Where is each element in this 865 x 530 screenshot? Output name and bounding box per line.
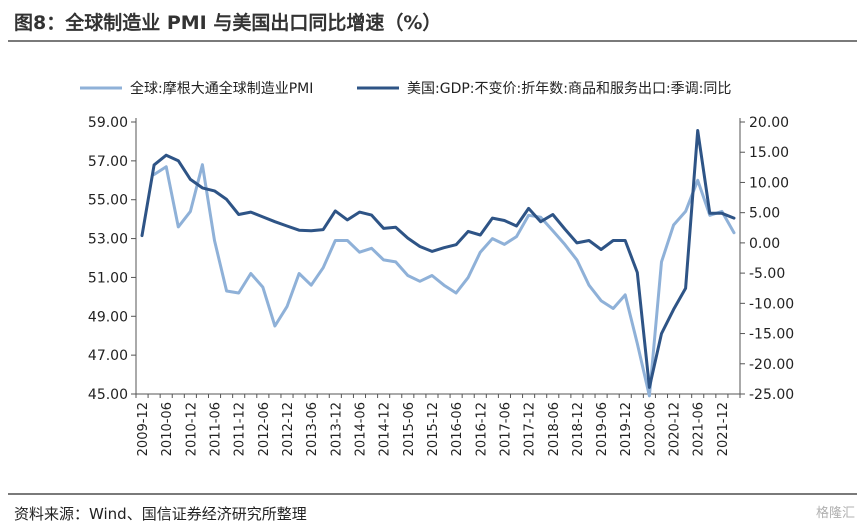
x-axis-tick-label: 2009-12 <box>136 402 151 456</box>
chart-svg: 全球:摩根大通全球制造业PMI 美国:GDP:不变价:折年数:商品和服务出口:季调… <box>80 80 794 456</box>
left-axis-tick-label: 57.00 <box>88 154 128 170</box>
x-axis-tick-label: 2012-12 <box>281 402 296 456</box>
x-axis-tick-label: 2018-12 <box>571 402 586 456</box>
x-axis-tick-label: 2016-06 <box>450 402 465 456</box>
left-axis-tick-label: 51.00 <box>88 270 128 286</box>
legend-label-1: 全球:摩根大通全球制造业PMI <box>130 80 313 97</box>
right-axis-tick-label: 10.00 <box>749 175 789 191</box>
right-axis-tick-label: 15.00 <box>749 145 789 161</box>
x-axis-tick-label: 2019-06 <box>595 402 610 456</box>
x-axis-tick-label: 2018-06 <box>547 402 562 456</box>
series-lines <box>140 129 736 398</box>
right-axis-tick-label: 0.00 <box>749 236 780 252</box>
left-axis-tick-label: 49.00 <box>88 309 128 325</box>
source-note: 资料来源：Wind、国信证券经济研究所整理 <box>14 505 307 523</box>
x-axis-tick-label: 2012-06 <box>257 402 272 456</box>
right-axis-tick-label: 5.00 <box>749 206 780 222</box>
right-axis-tick-label: -25.00 <box>749 387 794 403</box>
chart-title: 图8：全球制造业 PMI 与美国出口同比增速（%） <box>14 12 442 34</box>
right-axis-tick-label: -5.00 <box>749 266 785 282</box>
x-axis-tick-label: 2011-12 <box>233 402 248 456</box>
right-axis-tick-label: -15.00 <box>749 327 794 343</box>
right-axis-tick-label: -10.00 <box>749 296 794 312</box>
x-axis-tick-label: 2015-12 <box>426 402 441 456</box>
left-axis-tick-label: 55.00 <box>88 193 128 209</box>
legend-label-2: 美国:GDP:不变价:折年数:商品和服务出口:季调:同比 <box>407 81 731 97</box>
watermark-logo: 格隆汇 <box>815 506 855 521</box>
legend: 全球:摩根大通全球制造业PMI 美国:GDP:不变价:折年数:商品和服务出口:季调… <box>80 80 731 97</box>
x-axis-tick-label: 2021-12 <box>716 402 731 456</box>
left-axis-tick-label: 59.00 <box>88 115 128 131</box>
x-axis-tick-label: 2016-12 <box>474 402 489 456</box>
x-axis-tick-label: 2017-12 <box>523 402 538 456</box>
x-axis-tick-label: 2013-06 <box>305 402 320 456</box>
x-axis-tick-label: 2020-06 <box>643 402 658 456</box>
left-axis-tick-label: 53.00 <box>88 232 128 248</box>
right-axis-tick-label: -20.00 <box>749 357 794 373</box>
x-axis-tick-label: 2010-12 <box>184 402 199 456</box>
x-axis-tick-label: 2021-06 <box>692 402 707 456</box>
x-axis-tick-label: 2011-06 <box>209 402 224 456</box>
series-line-1 <box>152 163 736 398</box>
title-divider <box>8 40 857 42</box>
x-axis-tick-label: 2020-12 <box>668 402 683 456</box>
series-line-2 <box>140 129 736 389</box>
x-axis-tick-label: 2014-06 <box>353 402 368 456</box>
left-axis-tick-label: 45.00 <box>88 387 128 403</box>
footer-divider <box>8 493 857 495</box>
x-axis-tick-label: 2019-12 <box>619 402 634 456</box>
x-axis-tick-label: 2013-12 <box>329 402 344 456</box>
right-axis-tick-label: 20.00 <box>749 115 789 131</box>
x-axis-tick-label: 2014-12 <box>378 402 393 456</box>
x-axis-tick-label: 2015-06 <box>402 402 417 456</box>
x-axis-tick-label: 2010-06 <box>160 402 175 456</box>
left-axis-tick-label: 47.00 <box>88 348 128 364</box>
x-axis-tick-label: 2017-06 <box>498 402 513 456</box>
axes: 45.00 47.00 49.00 51.00 53.00 55.00 57.00 59.00… <box>88 115 794 456</box>
